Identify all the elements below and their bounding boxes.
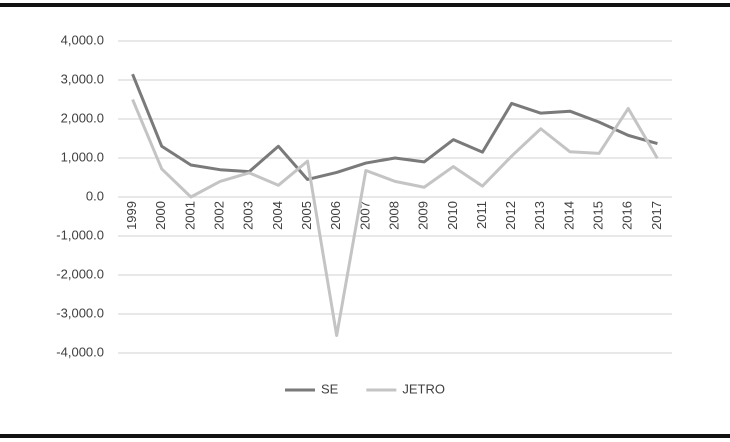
y-tick-label: 3,000.0 [61, 71, 104, 86]
legend-label: SE [321, 381, 339, 396]
y-tick-label: -3,000.0 [56, 305, 104, 320]
y-tick-label: 4,000.0 [61, 32, 104, 47]
x-tick-label: 2008 [386, 201, 401, 230]
x-tick-label: 2006 [328, 201, 343, 230]
x-tick-label: 2012 [503, 201, 518, 230]
x-tick-label: 2015 [591, 201, 606, 230]
bottom-rule [0, 434, 730, 438]
x-tick-label: 2011 [474, 201, 489, 229]
series-line [131, 98, 659, 337]
y-tick-label: 0.0 [86, 188, 104, 203]
x-tick-label: 2003 [241, 201, 256, 230]
x-tick-label: 2004 [270, 201, 285, 230]
y-tick-label: -4,000.0 [56, 344, 104, 359]
x-tick-label: 2005 [299, 201, 314, 230]
x-tick-label: 2017 [649, 201, 664, 230]
y-tick-label: -2,000.0 [56, 266, 104, 281]
y-tick-label: 2,000.0 [61, 110, 104, 125]
y-tick-label: -1,000.0 [56, 227, 104, 242]
x-tick-label: 2014 [561, 201, 576, 230]
x-tick-label: 2013 [532, 201, 547, 230]
x-tick-label: 2016 [620, 201, 635, 230]
legend-label: JETRO [402, 381, 445, 396]
top-rule [0, 3, 730, 7]
y-tick-label: 1,000.0 [61, 149, 104, 164]
x-tick-label: 2001 [182, 201, 197, 230]
x-tick-label: 2010 [445, 201, 460, 230]
x-tick-label: 2002 [211, 201, 226, 230]
x-tick-label: 2000 [153, 201, 168, 230]
x-tick-label: 2007 [357, 201, 372, 230]
series-line [131, 73, 658, 181]
x-tick-label: 2009 [416, 201, 431, 230]
x-tick-label: 1999 [124, 201, 139, 230]
